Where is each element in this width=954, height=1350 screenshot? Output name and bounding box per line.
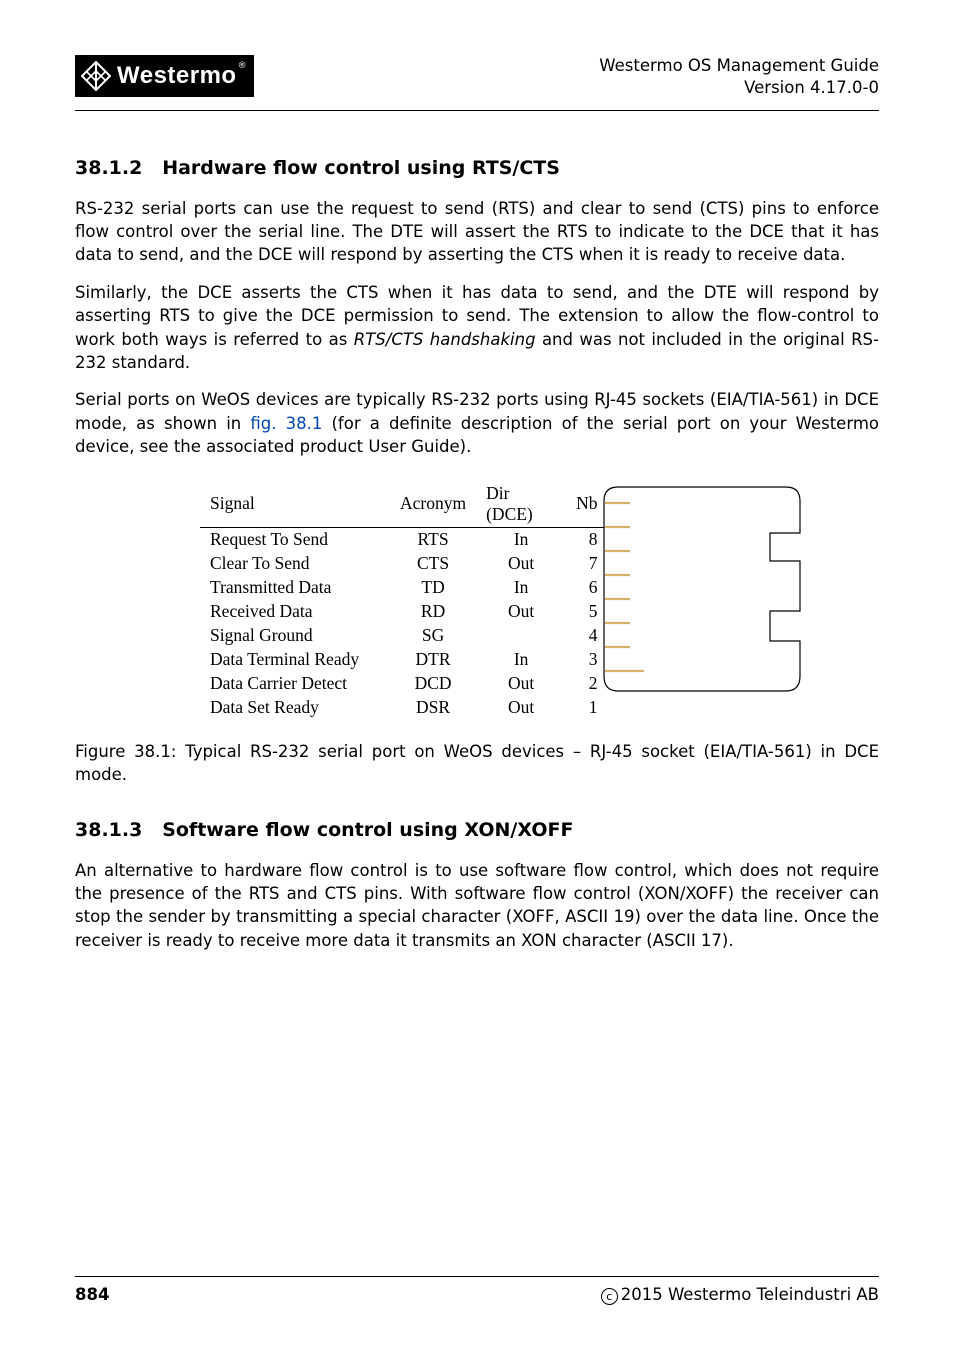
table-row: Transmitted DataTDIn6 xyxy=(200,576,608,600)
para-hw-1: RS-232 serial ports can use the request … xyxy=(75,197,879,267)
cell-signal: Data Carrier Detect xyxy=(200,672,390,696)
cell-acronym: RTS xyxy=(390,527,476,552)
fig-link[interactable]: fig. 38.1 xyxy=(250,414,322,433)
header: Westermo® Westermo OS Management Guide V… xyxy=(75,55,879,100)
cell-dir: Out xyxy=(476,672,566,696)
section-title: Hardware flow control using RTS/CTS xyxy=(162,157,560,179)
cell-acronym: DSR xyxy=(390,696,476,720)
figure-row: Signal Acronym Dir (DCE) Nb Request To S… xyxy=(75,473,879,720)
cell-signal: Signal Ground xyxy=(200,624,390,648)
table-row: Data Carrier DetectDCDOut2 xyxy=(200,672,608,696)
table-row: Data Set ReadyDSROut1 xyxy=(200,696,608,720)
cell-acronym: CTS xyxy=(390,552,476,576)
table-row: Signal GroundSG4 xyxy=(200,624,608,648)
copyright-icon: c xyxy=(601,1288,618,1305)
table-header-row: Signal Acronym Dir (DCE) Nb xyxy=(200,483,608,528)
cell-dir: Out xyxy=(476,600,566,624)
cell-signal: Data Terminal Ready xyxy=(200,648,390,672)
westermo-logo: Westermo® xyxy=(75,55,254,97)
para-sw-1: An alternative to hardware flow control … xyxy=(75,859,879,953)
para-hw-2-italic: RTS/CTS handshaking xyxy=(354,330,536,349)
header-right: Westermo OS Management Guide Version 4.1… xyxy=(599,55,879,100)
cell-signal: Received Data xyxy=(200,600,390,624)
logo-text: Westermo xyxy=(117,62,237,90)
cell-dir: Out xyxy=(476,696,566,720)
cell-acronym: DCD xyxy=(390,672,476,696)
section-title: Software flow control using XON/XOFF xyxy=(162,819,573,841)
footer-row: 884 c2015 Westermo Teleindustri AB xyxy=(75,1285,879,1305)
registered-icon: ® xyxy=(238,61,247,71)
cell-acronym: DTR xyxy=(390,648,476,672)
cell-dir: In xyxy=(476,648,566,672)
table-row: Clear To SendCTSOut7 xyxy=(200,552,608,576)
copyright-text: 2015 Westermo Teleindustri AB xyxy=(621,1285,879,1304)
cell-signal: Data Set Ready xyxy=(200,696,390,720)
para-hw-3: Serial ports on WeOS devices are typical… xyxy=(75,388,879,458)
signal-table: Signal Acronym Dir (DCE) Nb Request To S… xyxy=(200,483,608,720)
cell-acronym: SG xyxy=(390,624,476,648)
page: Westermo® Westermo OS Management Guide V… xyxy=(0,0,954,1350)
logo-diamond-icon xyxy=(81,61,111,91)
guide-title: Westermo OS Management Guide xyxy=(599,55,879,77)
para-hw-2: Similarly, the DCE asserts the CTS when … xyxy=(75,281,879,375)
section-heading-software-flow: 38.1.3 Software flow control using XON/X… xyxy=(75,819,879,841)
footer-rule xyxy=(75,1276,879,1277)
cell-dir: Out xyxy=(476,552,566,576)
section-number: 38.1.2 xyxy=(75,157,142,179)
cell-dir xyxy=(476,624,566,648)
table-row: Data Terminal ReadyDTRIn3 xyxy=(200,648,608,672)
cell-dir: In xyxy=(476,576,566,600)
table-row: Received DataRDOut5 xyxy=(200,600,608,624)
th-signal: Signal xyxy=(200,483,390,528)
th-dir: Dir (DCE) xyxy=(476,483,566,528)
cell-signal: Request To Send xyxy=(200,527,390,552)
cell-dir: In xyxy=(476,527,566,552)
rj45-socket-icon xyxy=(600,481,810,701)
guide-version: Version 4.17.0-0 xyxy=(599,77,879,99)
section-heading-hardware-flow: 38.1.2 Hardware flow control using RTS/C… xyxy=(75,157,879,179)
th-acronym: Acronym xyxy=(390,483,476,528)
cell-signal: Clear To Send xyxy=(200,552,390,576)
table-row: Request To SendRTSIn8 xyxy=(200,527,608,552)
cell-acronym: TD xyxy=(390,576,476,600)
header-rule xyxy=(75,110,879,111)
page-number: 884 xyxy=(75,1285,109,1305)
section-number: 38.1.3 xyxy=(75,819,142,841)
copyright: c2015 Westermo Teleindustri AB xyxy=(601,1285,879,1305)
footer: 884 c2015 Westermo Teleindustri AB xyxy=(75,1276,879,1305)
figure-caption: Figure 38.1: Typical RS-232 serial port … xyxy=(75,740,879,787)
cell-acronym: RD xyxy=(390,600,476,624)
cell-signal: Transmitted Data xyxy=(200,576,390,600)
